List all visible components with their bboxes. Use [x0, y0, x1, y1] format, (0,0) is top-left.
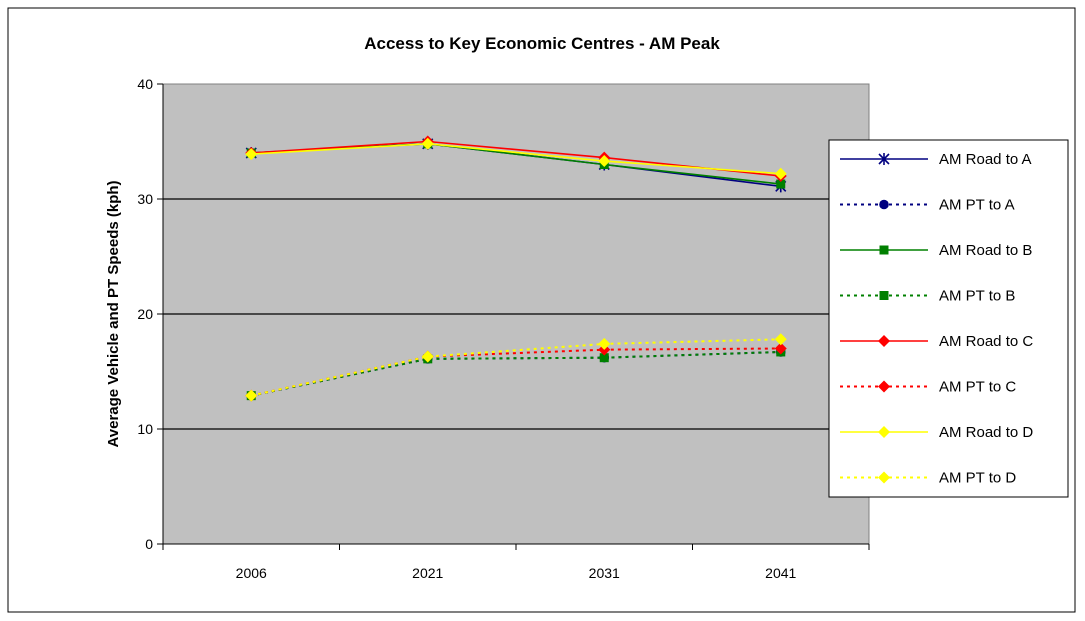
legend-label: AM Road to A	[939, 151, 1032, 168]
data-point	[598, 155, 611, 168]
legend-label: AM PT to A	[939, 197, 1015, 214]
data-point	[776, 179, 786, 189]
x-tick-label: 2021	[412, 565, 443, 581]
legend-box	[828, 139, 1069, 498]
legend-entry: AM PT to C	[840, 379, 1016, 396]
y-axis-ticks: 0 10 20 30 40	[137, 76, 163, 552]
x-tick-label: 2041	[765, 565, 796, 581]
data-point	[774, 167, 787, 180]
legend-entry: AM Road to C	[840, 333, 1033, 350]
legend-entry: AM PT to B	[840, 288, 1015, 305]
legend-label: AM Road to D	[939, 424, 1033, 441]
legend-label: AM PT to D	[939, 470, 1016, 487]
data-point	[774, 333, 787, 346]
legend-label: AM Road to B	[939, 242, 1032, 259]
legend-entry: AM PT to D	[840, 470, 1016, 487]
y-tick-label: 10	[137, 421, 153, 437]
series-line	[251, 142, 781, 175]
legend-entry: AM Road to B	[840, 242, 1032, 259]
legend: AM Road to A AM PT to A AM Road to B AM PT …	[840, 151, 1033, 487]
legend-entry: AM PT to A	[840, 197, 1015, 214]
data-point	[598, 337, 611, 350]
data-point	[421, 350, 434, 363]
x-axis-ticks: 2006 2021 2031 2041	[162, 544, 870, 581]
legend-marker	[878, 471, 890, 484]
legend-marker	[878, 153, 890, 165]
y-tick-label: 30	[137, 191, 153, 207]
data-point	[421, 137, 434, 150]
data-point	[245, 389, 258, 402]
legend-label: AM PT to C	[939, 379, 1016, 396]
x-tick-label: 2031	[589, 565, 620, 581]
series-layer	[245, 135, 787, 402]
y-tick-label: 0	[145, 536, 153, 552]
data-point	[774, 342, 787, 355]
data-point	[245, 148, 258, 161]
legend-label: AM PT to B	[939, 288, 1015, 305]
legend-marker	[879, 199, 889, 210]
legend-marker	[878, 335, 890, 347]
legend-label: AM Road to C	[939, 333, 1033, 350]
data-point	[599, 353, 609, 363]
legend-marker	[878, 426, 890, 438]
series-7	[245, 137, 787, 180]
legend-marker	[878, 380, 890, 393]
y-tick-label: 40	[137, 76, 153, 92]
y-tick-label: 20	[137, 306, 153, 322]
legend-marker	[879, 291, 889, 300]
legend-entry: AM Road to A	[840, 151, 1032, 168]
x-tick-label: 2006	[236, 565, 267, 581]
legend-marker	[879, 245, 889, 255]
y-axis-label: Average Vehicle and PT Speeds (kph)	[105, 180, 122, 447]
series-line	[251, 350, 781, 397]
series-8	[245, 333, 787, 402]
chart-title: Access to Key Economic Centres - AM Peak	[364, 34, 720, 53]
legend-entry: AM Road to D	[840, 424, 1033, 441]
gridlines	[163, 198, 869, 430]
